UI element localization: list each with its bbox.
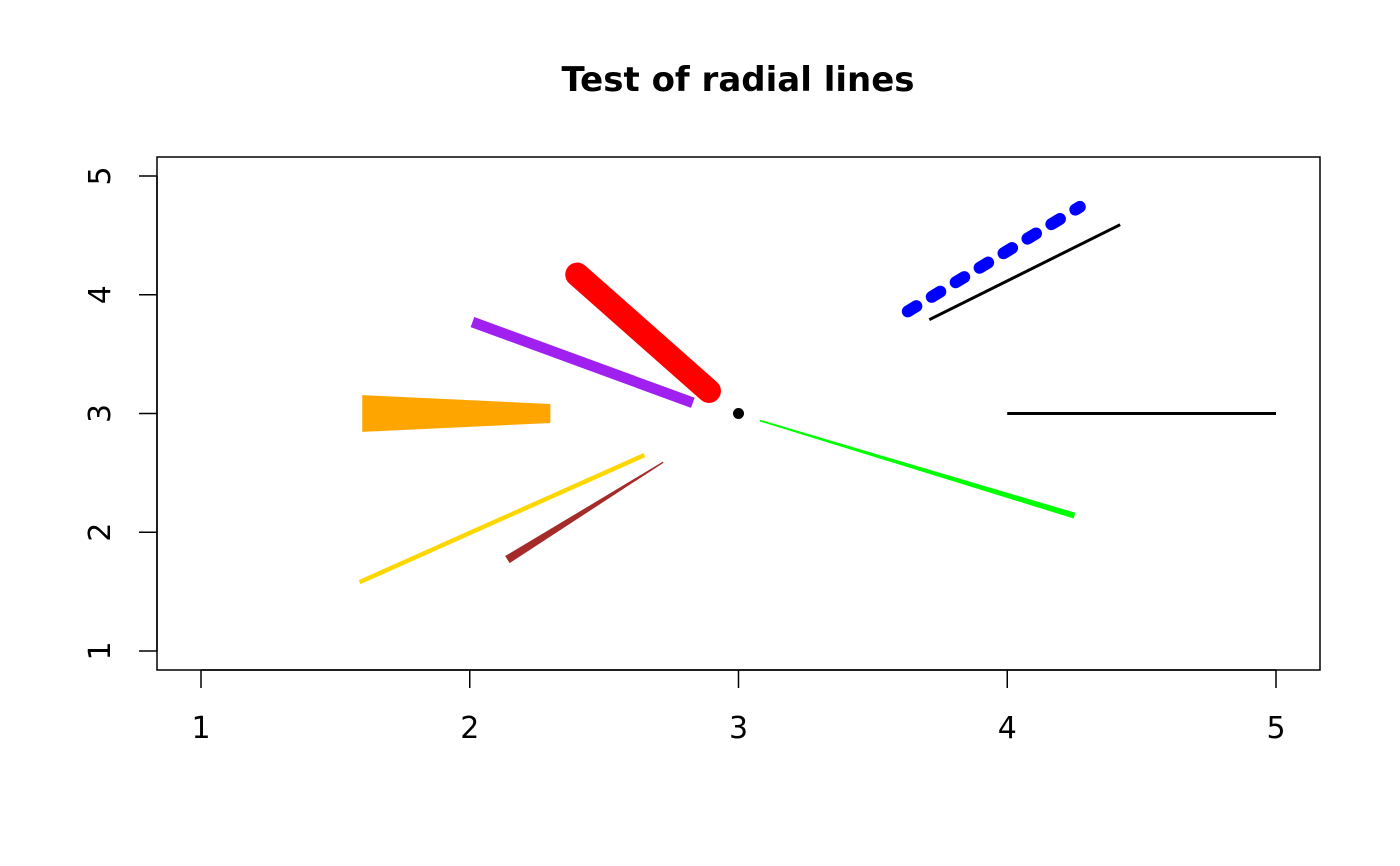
radial-wedge bbox=[505, 461, 664, 564]
radial-line bbox=[358, 453, 646, 585]
y-axis: 1 2 3 4 5 bbox=[83, 166, 158, 661]
radial-wedge bbox=[759, 419, 1076, 519]
y-tick-label: 2 bbox=[83, 523, 118, 542]
center-point bbox=[733, 408, 744, 419]
radial-line bbox=[565, 262, 721, 403]
x-tick-label: 1 bbox=[191, 711, 210, 746]
radial-wedge bbox=[362, 395, 551, 432]
data-marks bbox=[358, 200, 1276, 585]
x-tick-label: 4 bbox=[998, 711, 1017, 746]
chart-title: Test of radial lines bbox=[562, 60, 915, 100]
radial-line bbox=[928, 223, 1121, 322]
y-tick-label: 4 bbox=[83, 285, 118, 304]
y-tick-label: 5 bbox=[83, 166, 118, 185]
radial-wedge bbox=[470, 317, 695, 408]
x-tick-label: 5 bbox=[1266, 711, 1285, 746]
x-tick-label: 2 bbox=[460, 711, 479, 746]
x-axis: 1 2 3 4 5 bbox=[191, 669, 1286, 746]
radial-line bbox=[901, 200, 1086, 318]
x-tick-label: 3 bbox=[729, 711, 748, 746]
y-tick-label: 3 bbox=[83, 404, 118, 423]
y-tick-label: 1 bbox=[83, 641, 118, 660]
